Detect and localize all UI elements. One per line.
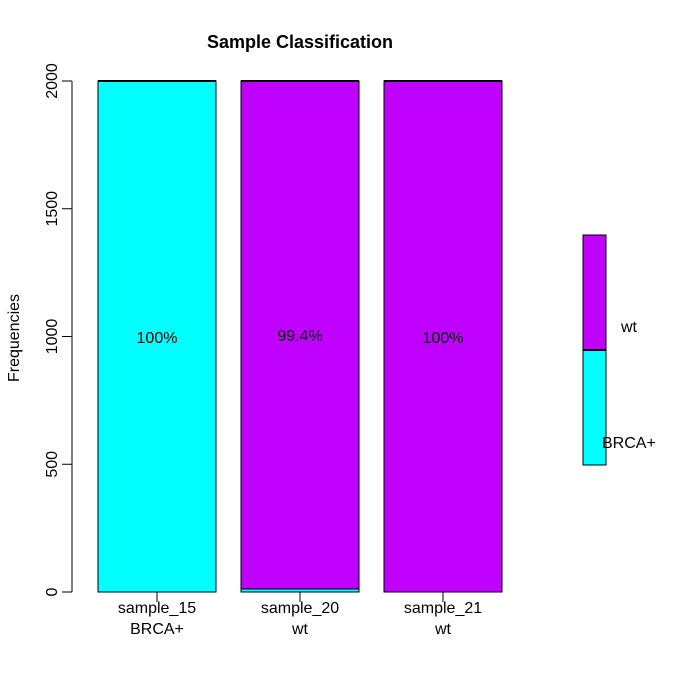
category-sublabel: BRCA+ bbox=[130, 621, 184, 638]
legend-label-brca: BRCA+ bbox=[602, 435, 656, 452]
y-tick-label: 1000 bbox=[44, 319, 61, 355]
y-axis: 0 500 1000 1500 2000 bbox=[44, 63, 73, 596]
bars bbox=[97, 80, 503, 593]
category-sublabel: wt bbox=[291, 621, 309, 638]
chart-title: Sample Classification bbox=[207, 32, 393, 52]
bar-sample_15-BRCA+ bbox=[97, 80, 217, 593]
percentage-label: 100% bbox=[423, 330, 464, 347]
legend-swatch-wt bbox=[582, 234, 607, 351]
y-tick-label: 500 bbox=[44, 451, 61, 478]
y-tick-label: 2000 bbox=[44, 63, 61, 99]
bar-sample_20-wt bbox=[240, 80, 360, 590]
legend-label-wt: wt bbox=[620, 319, 638, 336]
category-label: sample_20 bbox=[261, 600, 339, 617]
category-sublabel: wt bbox=[434, 621, 452, 638]
percentage-label: 99.4% bbox=[277, 328, 322, 345]
percentage-labels: 100% 99.4% 100% bbox=[137, 328, 464, 347]
y-axis-label: Frequencies bbox=[6, 294, 23, 382]
y-tick-label: 1500 bbox=[44, 191, 61, 227]
bar-sample_21-wt bbox=[383, 80, 503, 593]
y-tick-label: 0 bbox=[44, 587, 61, 596]
percentage-label: 100% bbox=[137, 330, 178, 347]
category-label: sample_21 bbox=[404, 600, 482, 617]
legend: wt BRCA+ bbox=[582, 234, 656, 466]
category-label: sample_15 bbox=[118, 600, 196, 617]
